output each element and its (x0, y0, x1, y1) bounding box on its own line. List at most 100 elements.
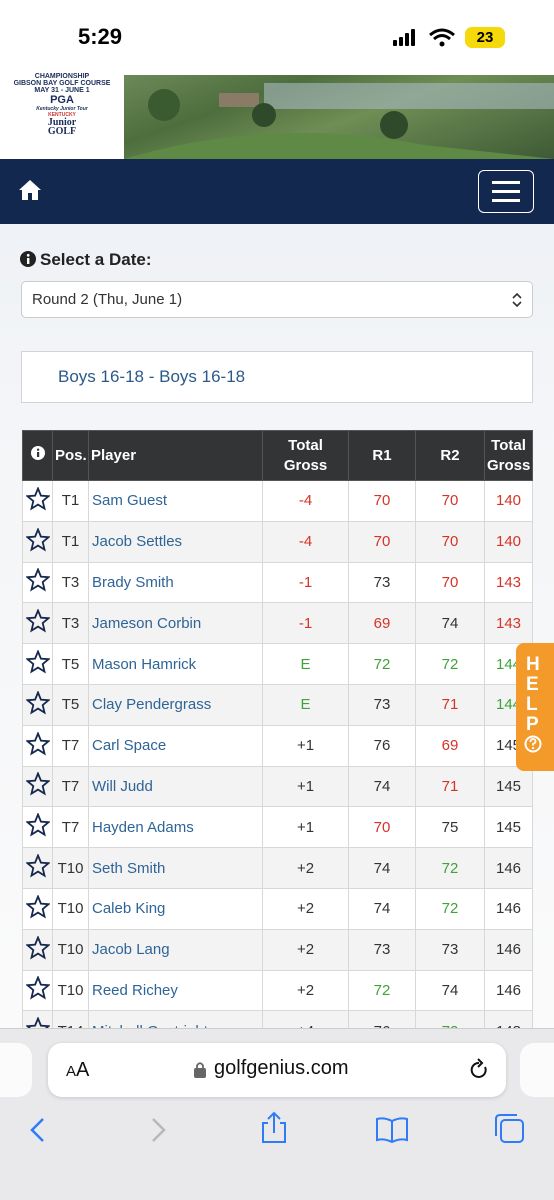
favorite-star[interactable] (24, 853, 51, 878)
round-1: 73 (348, 683, 416, 726)
prev-tab[interactable] (0, 1043, 32, 1097)
player-name[interactable]: Reed Richey (88, 969, 263, 1012)
player-row: T7 Carl Space +1 76 69 145 (22, 724, 533, 767)
to-par: E (262, 643, 349, 685)
position: T3 (52, 602, 89, 645)
round-1: 70 (348, 480, 416, 522)
address-bar[interactable]: AA golfgenius.com (48, 1043, 506, 1097)
favorite-star[interactable] (24, 608, 51, 633)
share-button[interactable] (262, 1111, 286, 1143)
player-row: T7 Hayden Adams +1 70 75 145 (22, 806, 533, 849)
star-cell (22, 643, 53, 685)
favorite-star[interactable] (24, 649, 51, 674)
round-1: 72 (348, 969, 416, 1012)
player-name[interactable]: Brady Smith (88, 561, 263, 604)
round-1: 74 (348, 765, 416, 808)
info-icon (30, 445, 45, 460)
player-row: T10 Reed Richey +2 72 74 146 (22, 969, 533, 1012)
player-row: T10 Caleb King +2 74 72 146 (22, 887, 533, 930)
star-cell (22, 520, 53, 563)
favorite-star[interactable] (24, 771, 51, 796)
to-par: -1 (262, 602, 349, 645)
total: 145 (484, 806, 533, 849)
clock: 5:29 (78, 24, 123, 49)
column-header: Player (88, 430, 263, 481)
round-1: 70 (348, 520, 416, 563)
player-name[interactable]: Clay Pendergrass (88, 683, 263, 726)
position: T1 (52, 520, 89, 563)
round-2: 70 (415, 561, 485, 604)
home-icon[interactable] (18, 179, 42, 201)
player-row: T5 Mason Hamrick E 72 72 144 (22, 643, 533, 685)
position: T1 (52, 480, 89, 522)
player-name[interactable]: Hayden Adams (88, 806, 263, 849)
selected-round: Round 2 (Thu, June 1) (32, 291, 183, 308)
round-1: 70 (348, 806, 416, 849)
reader-button[interactable]: AA (66, 1059, 90, 1081)
pga-sub: Kentucky Junior Tour (36, 106, 88, 112)
division-panel[interactable]: Boys 16-18 - Boys 16-18 (21, 351, 533, 403)
favorite-star[interactable] (24, 730, 51, 756)
favorite-star[interactable] (24, 689, 51, 715)
player-name[interactable]: Jacob Lang (88, 928, 263, 971)
forward-button[interactable] (152, 1118, 166, 1142)
next-tab[interactable] (520, 1043, 554, 1097)
date-label: Select a Date: (40, 250, 152, 269)
total: 146 (484, 928, 533, 971)
player-name[interactable]: Carl Space (88, 724, 263, 767)
menu-button[interactable] (478, 170, 534, 213)
star-cell (22, 928, 53, 971)
column-header: R1 (348, 430, 416, 481)
position: T5 (52, 683, 89, 726)
navbar (0, 159, 554, 224)
player-name[interactable]: Mason Hamrick (88, 643, 263, 685)
tabs-button[interactable] (495, 1114, 524, 1143)
help-text: HELP (526, 654, 540, 735)
player-name[interactable]: Seth Smith (88, 847, 263, 889)
player-name[interactable]: Jacob Settles (88, 520, 263, 563)
to-par: +2 (262, 847, 349, 889)
favorite-star[interactable] (24, 526, 51, 552)
round-2: 70 (415, 520, 485, 563)
total: 145 (484, 765, 533, 808)
round-2: 69 (415, 724, 485, 767)
total: 143 (484, 602, 533, 645)
round-2: 72 (415, 643, 485, 685)
favorite-star[interactable] (24, 893, 51, 919)
back-button[interactable] (30, 1118, 44, 1142)
banner-line: GIBSON BAY GOLF COURSE (13, 80, 111, 87)
lock-icon (194, 1062, 206, 1078)
player-name[interactable]: Jameson Corbin (88, 602, 263, 645)
player-name[interactable]: Caleb King (88, 887, 263, 930)
to-par: +1 (262, 765, 349, 808)
favorite-star[interactable] (24, 975, 51, 1000)
total: 146 (484, 969, 533, 1012)
date-select[interactable]: Round 2 (Thu, June 1) (21, 281, 533, 318)
logo: Junior GOLF (47, 117, 77, 137)
course-photo (124, 83, 554, 159)
favorite-star[interactable] (24, 567, 51, 592)
star-cell (22, 561, 53, 604)
player-name[interactable]: Sam Guest (88, 480, 263, 522)
logo-top: KENTUCKY (48, 112, 76, 118)
help-tab[interactable]: HELP (516, 643, 554, 771)
favorite-star[interactable] (24, 486, 51, 511)
position: T10 (52, 887, 89, 930)
total: 146 (484, 847, 533, 889)
favorite-star[interactable] (24, 934, 51, 960)
favorite-star[interactable] (24, 812, 51, 837)
player-row: T10 Seth Smith +2 74 72 146 (22, 847, 533, 889)
info-icon (20, 251, 36, 267)
position: T7 (52, 724, 89, 767)
total: 143 (484, 561, 533, 604)
toolbar (30, 1111, 524, 1144)
bookmarks-button[interactable] (376, 1117, 408, 1144)
player-name[interactable]: Will Judd (88, 765, 263, 808)
event-logo: CHAMPIONSHIP GIBSON BAY GOLF COURSE MAY … (0, 73, 124, 159)
column-header: Total Gross (262, 430, 349, 481)
reload-icon[interactable] (468, 1058, 490, 1082)
banner-line: CHAMPIONSHIP (34, 73, 90, 80)
column-header: Total Gross (484, 430, 533, 481)
round-2: 73 (415, 928, 485, 971)
star-cell (22, 724, 53, 767)
